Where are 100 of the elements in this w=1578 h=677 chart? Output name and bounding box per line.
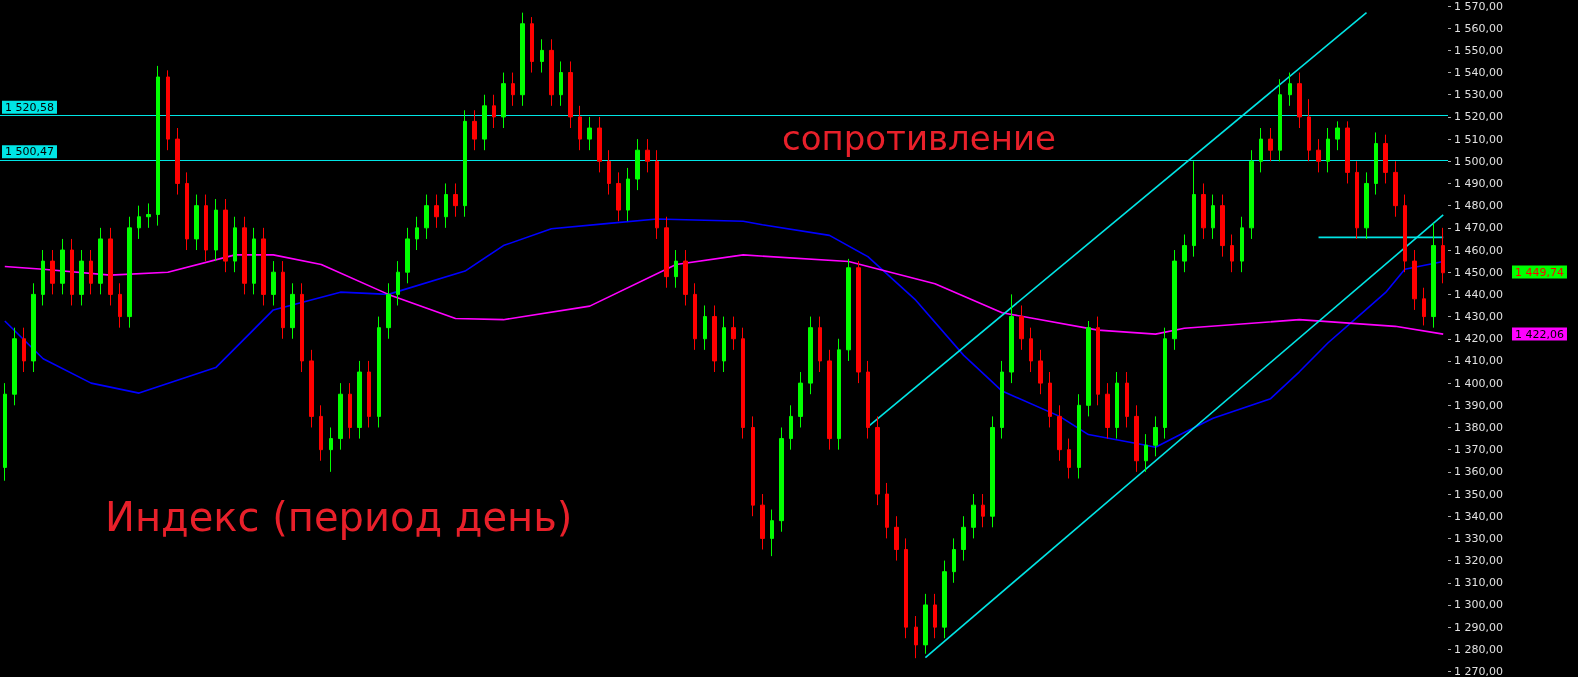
candlestick bbox=[223, 198, 228, 273]
candlestick bbox=[530, 16, 534, 74]
candlestick bbox=[875, 415, 880, 506]
candlestick bbox=[204, 194, 208, 262]
candlestick bbox=[415, 216, 419, 251]
y-tick-label: 1 330,00 bbox=[1454, 531, 1503, 545]
candlestick bbox=[751, 415, 755, 517]
y-tick-label: 1 340,00 bbox=[1454, 509, 1503, 523]
candlestick bbox=[166, 69, 170, 151]
y-tick-label: 1 310,00 bbox=[1454, 576, 1503, 590]
y-tick-label: 1 500,00 bbox=[1454, 154, 1503, 168]
candlestick bbox=[1125, 371, 1129, 428]
candlestick bbox=[635, 138, 640, 191]
candlestick bbox=[22, 327, 26, 373]
candlestick bbox=[79, 249, 84, 306]
text: 1 449,74 bbox=[1515, 265, 1564, 279]
candlestick bbox=[961, 515, 966, 562]
candlestick bbox=[1383, 134, 1388, 184]
candlestick bbox=[827, 349, 832, 451]
candlestick bbox=[1067, 438, 1071, 480]
candlestick bbox=[377, 316, 381, 428]
ref-line-label: 1 500,47 bbox=[5, 145, 54, 159]
candlestick bbox=[3, 382, 7, 482]
ref-line-label: 1 520,58 bbox=[5, 100, 54, 114]
candlestick bbox=[1086, 320, 1091, 417]
candlestick bbox=[434, 194, 439, 229]
candlestick bbox=[386, 282, 391, 340]
y-tick-label: 1 280,00 bbox=[1454, 642, 1503, 656]
candlestick bbox=[568, 60, 573, 129]
candlestick bbox=[616, 171, 621, 222]
candlestick bbox=[770, 509, 774, 557]
candlestick bbox=[866, 360, 870, 440]
candlestick bbox=[789, 404, 793, 451]
y-tick-label: 1 420,00 bbox=[1454, 332, 1503, 346]
text: 1 422,06 bbox=[1515, 327, 1564, 341]
candlestick bbox=[146, 202, 151, 229]
candlestick bbox=[1192, 160, 1196, 258]
y-tick-label: 1 350,00 bbox=[1454, 487, 1503, 501]
candlestick bbox=[693, 282, 697, 351]
candlestick bbox=[1403, 194, 1407, 273]
y-tick-label: 1 270,00 bbox=[1454, 665, 1503, 677]
candlestick bbox=[137, 205, 141, 240]
candlestick bbox=[1134, 404, 1139, 473]
candlestick bbox=[760, 493, 765, 550]
y-tick-label: 1 480,00 bbox=[1454, 199, 1503, 213]
y-tick-label: 1 360,00 bbox=[1454, 465, 1503, 479]
y-tick-label: 1 410,00 bbox=[1454, 354, 1503, 368]
candlestick bbox=[942, 560, 947, 639]
candlestick bbox=[808, 316, 813, 395]
candlestick bbox=[482, 94, 487, 151]
candlestick bbox=[453, 182, 458, 218]
y-tick-label: 1 560,00 bbox=[1454, 21, 1503, 35]
candlestick bbox=[645, 138, 650, 173]
candlestick bbox=[1182, 233, 1187, 273]
y-tick-label: 1 460,00 bbox=[1454, 243, 1503, 257]
candlestick bbox=[31, 282, 36, 373]
candlestick bbox=[1077, 393, 1081, 480]
candlestick bbox=[1412, 249, 1417, 311]
y-tick-label: 1 490,00 bbox=[1454, 176, 1503, 190]
candlestick bbox=[1335, 120, 1340, 151]
candlestick bbox=[290, 282, 295, 340]
y-tick-label: 1 510,00 bbox=[1454, 132, 1503, 146]
candlestick bbox=[1038, 349, 1043, 395]
y-tick-label: 1 300,00 bbox=[1454, 598, 1503, 612]
candlestick bbox=[194, 194, 199, 251]
candlestick bbox=[655, 149, 659, 240]
candlestick bbox=[309, 349, 314, 428]
candlestick bbox=[1009, 293, 1014, 384]
candlestick bbox=[1220, 194, 1225, 258]
candlestick bbox=[338, 382, 343, 451]
candlestick bbox=[50, 249, 55, 295]
candlestick bbox=[1172, 249, 1177, 351]
candlestick bbox=[98, 227, 103, 295]
candlestick bbox=[319, 404, 323, 462]
candlestick bbox=[607, 149, 611, 196]
y-tick-label: 1 320,00 bbox=[1454, 554, 1503, 568]
candlestick bbox=[156, 65, 160, 227]
candlestick bbox=[846, 258, 851, 362]
candlestick bbox=[185, 171, 189, 251]
y-tick-label: 1 440,00 bbox=[1454, 287, 1503, 301]
candlestick bbox=[1393, 160, 1398, 218]
candlestick bbox=[511, 72, 515, 107]
y-tick-label: 1 520,00 bbox=[1454, 110, 1503, 124]
y-tick-label: 1 380,00 bbox=[1454, 420, 1503, 434]
candlestick bbox=[703, 304, 707, 351]
candlestick bbox=[683, 249, 688, 306]
candlestick bbox=[1355, 160, 1359, 240]
candlestick bbox=[1153, 415, 1158, 457]
candlestick bbox=[1230, 233, 1234, 273]
y-tick-label: 1 400,00 bbox=[1454, 376, 1503, 390]
candlestick bbox=[1297, 72, 1302, 129]
candlestick bbox=[1422, 287, 1426, 326]
candlestick bbox=[1249, 149, 1254, 240]
candlestick bbox=[990, 415, 995, 528]
candlestick bbox=[41, 249, 45, 306]
candlestick bbox=[597, 116, 602, 173]
candlestick bbox=[856, 260, 861, 384]
candlestick bbox=[540, 38, 544, 74]
candlestick bbox=[1288, 72, 1292, 107]
candlestick bbox=[424, 194, 429, 240]
